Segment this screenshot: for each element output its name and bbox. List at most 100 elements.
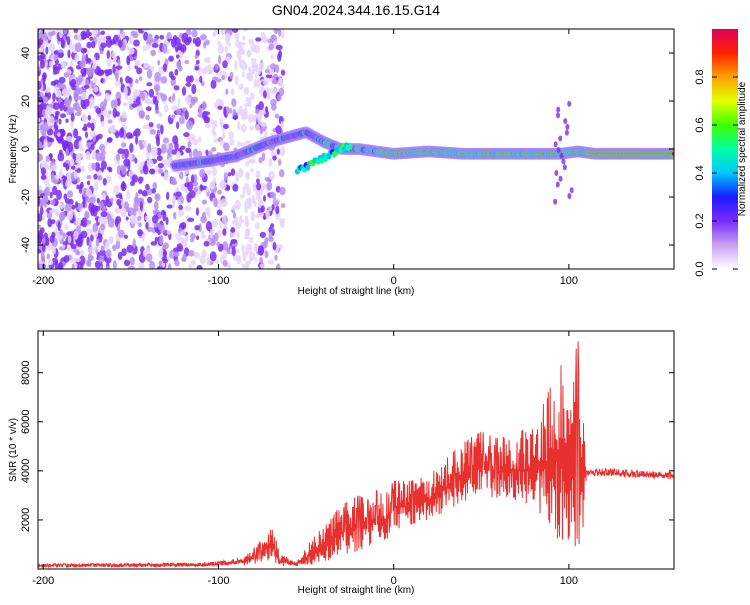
- noise-blob: [265, 106, 269, 113]
- noise-blob: [165, 216, 169, 226]
- noise-blob: [278, 169, 285, 178]
- noise-blob: [217, 44, 225, 54]
- noise-blob: [246, 187, 251, 196]
- noise-blob: [38, 117, 41, 123]
- noise-blob: [170, 149, 178, 155]
- noise-blob: [194, 36, 202, 47]
- noise-blob: [185, 205, 192, 212]
- noise-blob: [235, 171, 240, 183]
- track-burst: [569, 187, 574, 194]
- noise-blob: [199, 168, 206, 179]
- noise-blob: [97, 37, 101, 48]
- noise-blob: [38, 213, 43, 222]
- noise-blob: [247, 113, 255, 124]
- snr-panel: -200 -100 0 100 2000 4000 6000 8000 Height of …: [8, 330, 675, 596]
- noise-blob: [91, 63, 97, 70]
- noise-blob: [54, 228, 59, 236]
- noise-blob: [223, 123, 229, 130]
- noise-blob: [153, 200, 159, 211]
- noise-blob: [38, 185, 43, 191]
- snr-y-label: SNR (10 * v/v): [8, 418, 19, 482]
- noise-blob: [233, 147, 238, 152]
- noise-blob: [277, 94, 282, 101]
- noise-blob: [80, 30, 88, 40]
- noise-blob: [74, 42, 82, 53]
- noise-blob: [82, 48, 88, 53]
- noise-blob: [47, 259, 54, 266]
- noise-blob: [94, 231, 99, 238]
- noise-blob: [223, 142, 230, 152]
- noise-blob: [45, 155, 51, 162]
- noise-blob: [121, 248, 127, 257]
- noise-blob: [212, 131, 217, 138]
- noise-blob: [116, 198, 122, 206]
- noise-blob: [226, 262, 231, 269]
- noise-blob: [156, 155, 163, 162]
- noise-blob: [135, 96, 141, 106]
- noise-blob: [67, 236, 72, 244]
- noise-blob: [185, 120, 193, 130]
- noise-blob: [221, 75, 226, 81]
- colorbar-tick-label-0: 0.0: [694, 261, 706, 276]
- noise-blob: [196, 235, 200, 241]
- noise-blob: [275, 205, 280, 215]
- noise-blob: [266, 181, 273, 191]
- noise-blob: [59, 113, 66, 119]
- noise-blob: [88, 32, 92, 37]
- noise-blob: [87, 246, 95, 255]
- noise-blob: [203, 41, 207, 49]
- noise-blob: [90, 208, 96, 215]
- noise-blob: [97, 174, 103, 181]
- noise-blob: [66, 190, 74, 198]
- noise-blob: [236, 203, 240, 210]
- noise-blob: [73, 29, 79, 34]
- noise-blob: [217, 55, 222, 65]
- noise-blob: [280, 83, 285, 89]
- noise-blob: [178, 204, 184, 211]
- noise-blob: [138, 222, 142, 228]
- colorbar-gradient: [712, 29, 738, 269]
- noise-blob: [184, 110, 189, 120]
- noise-blob: [249, 125, 255, 131]
- noise-blob: [154, 193, 161, 202]
- noise-blob: [161, 143, 167, 154]
- noise-blob: [63, 29, 68, 35]
- spectrogram-y-tick-label-0: -40: [20, 237, 32, 253]
- noise-blob: [38, 196, 41, 206]
- noise-blob: [267, 38, 273, 44]
- noise-blob: [49, 137, 55, 143]
- noise-blob: [117, 59, 121, 66]
- noise-blob: [44, 87, 51, 93]
- noise-blob: [248, 236, 254, 244]
- noise-blob: [114, 131, 120, 139]
- noise-blob: [248, 38, 255, 45]
- noise-blob: [57, 81, 63, 89]
- noise-blob: [67, 86, 72, 97]
- noise-blob: [280, 69, 286, 76]
- noise-blob: [193, 186, 199, 193]
- noise-blob: [117, 251, 123, 260]
- noise-blob: [257, 78, 261, 88]
- noise-blob: [138, 110, 145, 120]
- noise-blob: [107, 119, 113, 124]
- noise-blob: [148, 121, 154, 128]
- noise-blob: [80, 97, 85, 109]
- noise-blob: [263, 238, 268, 249]
- noise-blob: [38, 80, 42, 90]
- noise-blob: [190, 97, 196, 106]
- noise-blob: [46, 253, 50, 260]
- noise-blob: [149, 260, 156, 269]
- noise-blob: [272, 155, 277, 161]
- noise-blob: [176, 108, 182, 115]
- noise-blob: [38, 96, 43, 103]
- noise-blob: [49, 199, 56, 205]
- noise-blob: [99, 50, 104, 55]
- noise-blob: [40, 251, 45, 263]
- noise-blob: [149, 168, 156, 175]
- noise-blob: [163, 104, 169, 113]
- noise-blob: [47, 106, 53, 117]
- noise-blob: [204, 207, 211, 215]
- noise-blob: [173, 85, 180, 91]
- noise-blob: [108, 110, 112, 115]
- noise-blob: [111, 51, 116, 59]
